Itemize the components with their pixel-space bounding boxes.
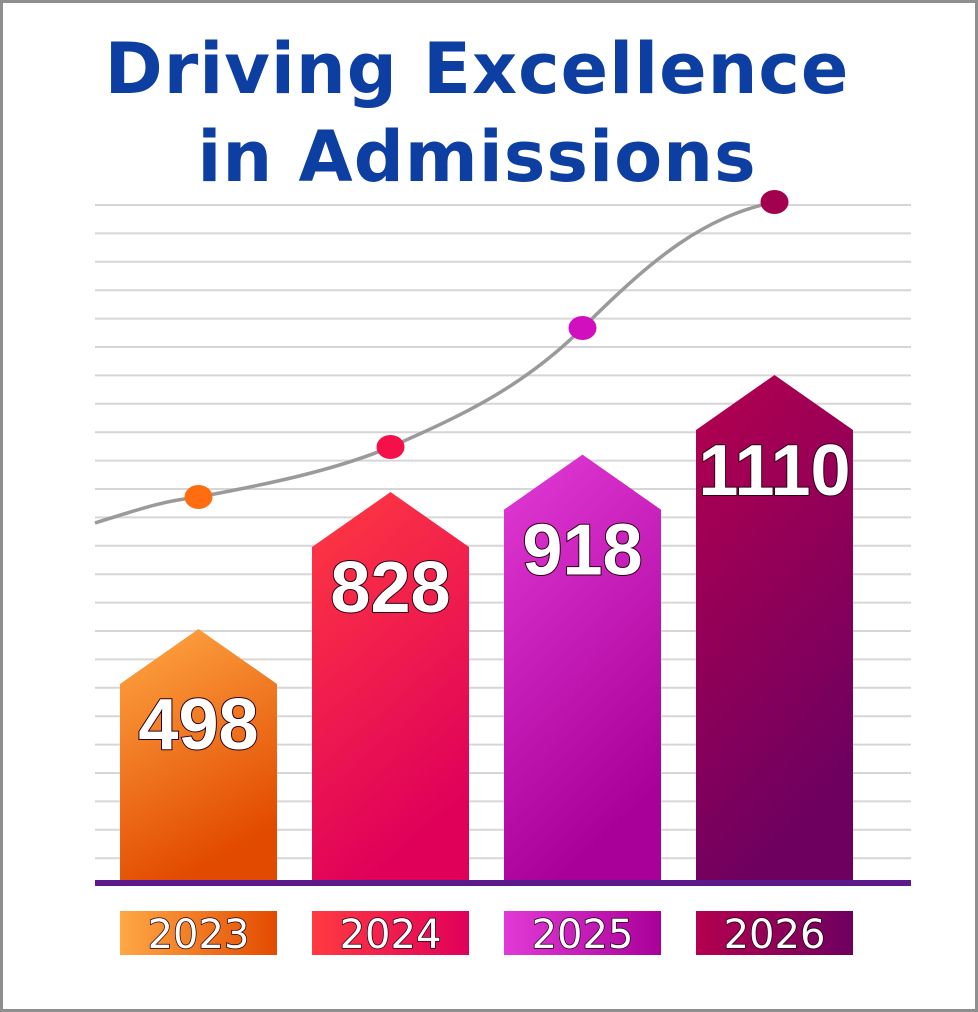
value-label-2025: 918 (522, 511, 642, 591)
value-label-2023: 498 (138, 685, 258, 765)
trend-point-2024 (376, 435, 405, 459)
x-tick-label-2025: 2025 (532, 912, 634, 958)
trend-point-2023 (184, 485, 213, 509)
value-label-2026: 1110 (698, 431, 850, 511)
trend-line (94, 200, 775, 525)
bar-2026 (696, 375, 853, 883)
chart-title: Driving Excellence in Admissions (3, 25, 951, 201)
trend-point-2025 (568, 316, 597, 340)
value-label-2024: 828 (330, 548, 450, 628)
trend-line-group (94, 190, 789, 525)
chart-title-line-1: Driving Excellence (104, 28, 850, 110)
chart-title-line-2: in Admissions (197, 116, 757, 198)
year-box-2025 (504, 911, 661, 955)
x-tick-label-2026: 2026 (724, 912, 826, 958)
bars: 498 828 918 1110 (120, 375, 853, 883)
bar-2024 (312, 492, 469, 883)
year-box-2026 (696, 911, 853, 955)
year-box-2023 (120, 911, 277, 955)
chart-plot: 498 828 918 1110 2023 2024 2025 2026 (94, 190, 911, 959)
year-labels: 2023 2024 2025 2026 (120, 911, 853, 959)
year-box-2024 (312, 911, 469, 955)
trend-point-2026 (760, 190, 789, 214)
x-tick-label-2024: 2024 (340, 912, 442, 958)
bar-2025 (504, 454, 661, 883)
x-tick-label-2023: 2023 (148, 912, 250, 958)
bar-2023 (120, 629, 277, 883)
